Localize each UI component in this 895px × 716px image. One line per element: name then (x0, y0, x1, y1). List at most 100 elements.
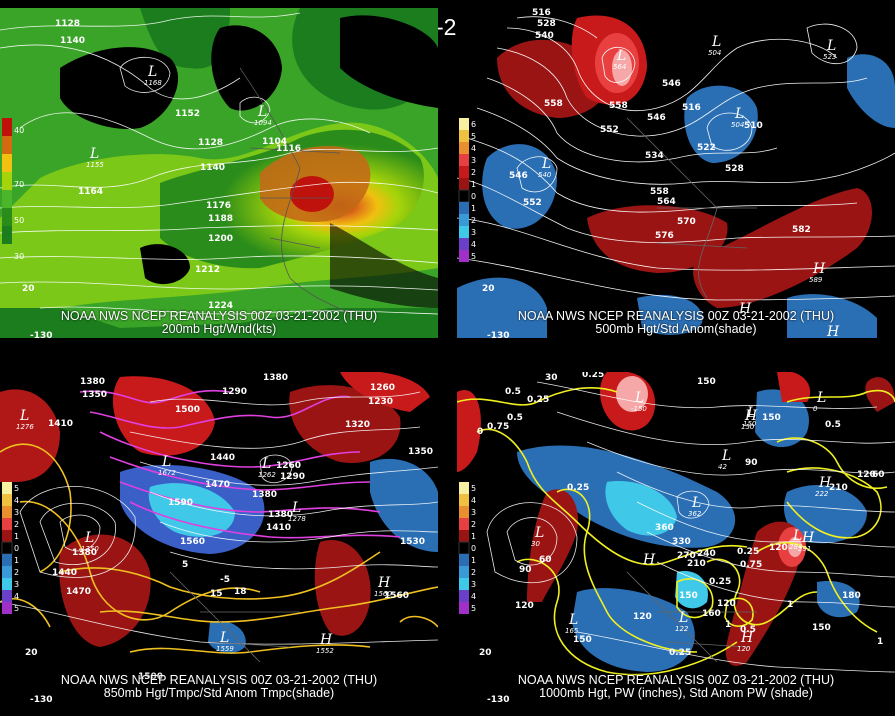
contour-label: 210 (829, 483, 848, 493)
contour-label: 1500 (175, 405, 200, 415)
contour-label: 540 (535, 31, 554, 41)
low-pressure-marker: L (219, 630, 229, 646)
contour-label: -130 (30, 331, 53, 338)
low-pressure-marker: L (19, 408, 29, 424)
contour-label: 150 (697, 377, 716, 387)
low-pressure-marker: L (291, 500, 301, 516)
high-center-value: 150 (741, 423, 755, 431)
contour-label: 60 (539, 555, 552, 565)
contour-label: 570 (677, 217, 696, 227)
colorbar-850mb: 5 4 3 2 1 0 1 2 3 4 5 (1, 482, 19, 614)
low-center-value: 0 (813, 405, 818, 413)
low-pressure-marker: L (721, 448, 731, 464)
contour-label: 150 (812, 623, 831, 633)
contour-label: 1410 (266, 523, 291, 533)
contour-label: 516 (532, 8, 551, 18)
contour-label: 1320 (345, 420, 370, 430)
contour-label: 1224 (208, 301, 233, 311)
contour-label: 18 (234, 587, 247, 597)
caption-field-1000mb: 1000mb Hgt, PW (inches), Std Anom PW (sh… (539, 686, 813, 700)
contour-label: 1350 (82, 390, 107, 400)
low-center-value: 1094 (254, 119, 272, 127)
colorbar-tick: 70 (14, 180, 24, 189)
low-center-value: 564 (613, 63, 626, 71)
low-pressure-marker: L (816, 390, 826, 406)
contour-label: 150 (762, 413, 781, 423)
contour-label: 120 (769, 543, 788, 553)
contour-label: 1128 (55, 19, 80, 29)
caption-source-850mb: NOAA NWS NCEP REANALYSIS 00Z 03-21-2002 … (60, 673, 378, 687)
contour-label: 552 (600, 125, 619, 135)
contour-label: 1560 (384, 591, 409, 601)
colorbar-tick: 50 (14, 216, 24, 225)
contour-label: 1128 (198, 138, 223, 148)
colorbar-tick: 0 (14, 544, 19, 553)
low-pressure-marker: L (711, 34, 721, 50)
contour-label: 0.5 (505, 387, 521, 397)
contour-label: 90 (745, 458, 758, 468)
colorbar-tick: 3 (471, 580, 476, 589)
colorbar-tick: 2 (14, 568, 19, 577)
contour-label: 360 (655, 523, 674, 533)
contour-label: 1 (725, 620, 731, 630)
contour-label: 1380 (80, 377, 105, 387)
low-center-value: 504 (731, 121, 744, 129)
contour-label: 558 (650, 187, 669, 197)
colorbar-tick: 1 (471, 532, 476, 541)
contour-label: 558 (609, 101, 628, 111)
contour-label: 1212 (195, 265, 220, 275)
contour-label: -5 (220, 575, 230, 585)
colorbar-tick: 1 (471, 180, 476, 189)
low-center-value: 540 (538, 171, 552, 179)
contour-label: 528 (537, 19, 556, 29)
colorbar-tick: 4 (471, 240, 476, 249)
low-pressure-marker: L (826, 38, 836, 54)
contour-label: -130 (487, 695, 510, 702)
low-center-value: 122 (675, 625, 689, 633)
panel-850mb: 5 4 3 2 1 0 1 2 3 4 5 1380 1350 1410 1500 1440 1470 1590… (0, 372, 438, 702)
colorbar-tick: 4 (471, 496, 476, 505)
high-pressure-marker: H (826, 324, 840, 338)
contour-label: 270 (677, 551, 696, 561)
high-center-value: 291 (798, 545, 811, 553)
contour-label: 1380 (72, 548, 97, 558)
contour-label: 0.5 (507, 413, 523, 423)
low-pressure-marker: L (147, 64, 157, 80)
high-centers-500mb: H589HH584 (738, 261, 840, 338)
high-pressure-marker: H (818, 475, 832, 491)
colorbar-tick: 5 (471, 252, 476, 261)
contour-label: 150 (679, 591, 698, 601)
contour-label: 0.25 (567, 483, 589, 493)
contour-label: 5 (182, 560, 188, 570)
contour-label: 1530 (400, 537, 425, 547)
contour-label: 20 (22, 284, 35, 294)
low-pressure-marker: L (534, 525, 544, 541)
contour-label: 1140 (60, 36, 85, 46)
colorbar-tick: 5 (14, 484, 19, 493)
low-pressure-marker: L (792, 528, 802, 544)
caption-source-200mb: NOAA NWS NCEP REANALYSIS 00Z 03-21-2002 … (60, 309, 378, 323)
high-pressure-marker: H (744, 408, 758, 424)
low-center-value: 150 (743, 420, 757, 428)
contour-label: 0.25 (527, 395, 549, 405)
contour-label: 1260 (276, 461, 301, 471)
panel-200mb: 40 70 50 30 1128 1140 1152 1128 1140 1104 1116 116… (0, 8, 438, 338)
contour-label: 1560 (180, 537, 205, 547)
contour-label: 0.75 (487, 422, 509, 432)
low-pressure-marker: L (746, 405, 756, 421)
contour-label: 1260 (370, 383, 395, 393)
contour-label: 552 (523, 198, 542, 208)
colorbar-1000mb: 5 4 3 2 1 0 1 2 3 4 5 (458, 482, 476, 614)
colorbar-tick: 30 (14, 252, 24, 261)
colorbar-tick: 3 (14, 508, 19, 517)
colorbar-tick: 2 (14, 520, 19, 529)
low-center-value: 165 (565, 627, 579, 635)
colorbar-tick: 2 (471, 216, 476, 225)
